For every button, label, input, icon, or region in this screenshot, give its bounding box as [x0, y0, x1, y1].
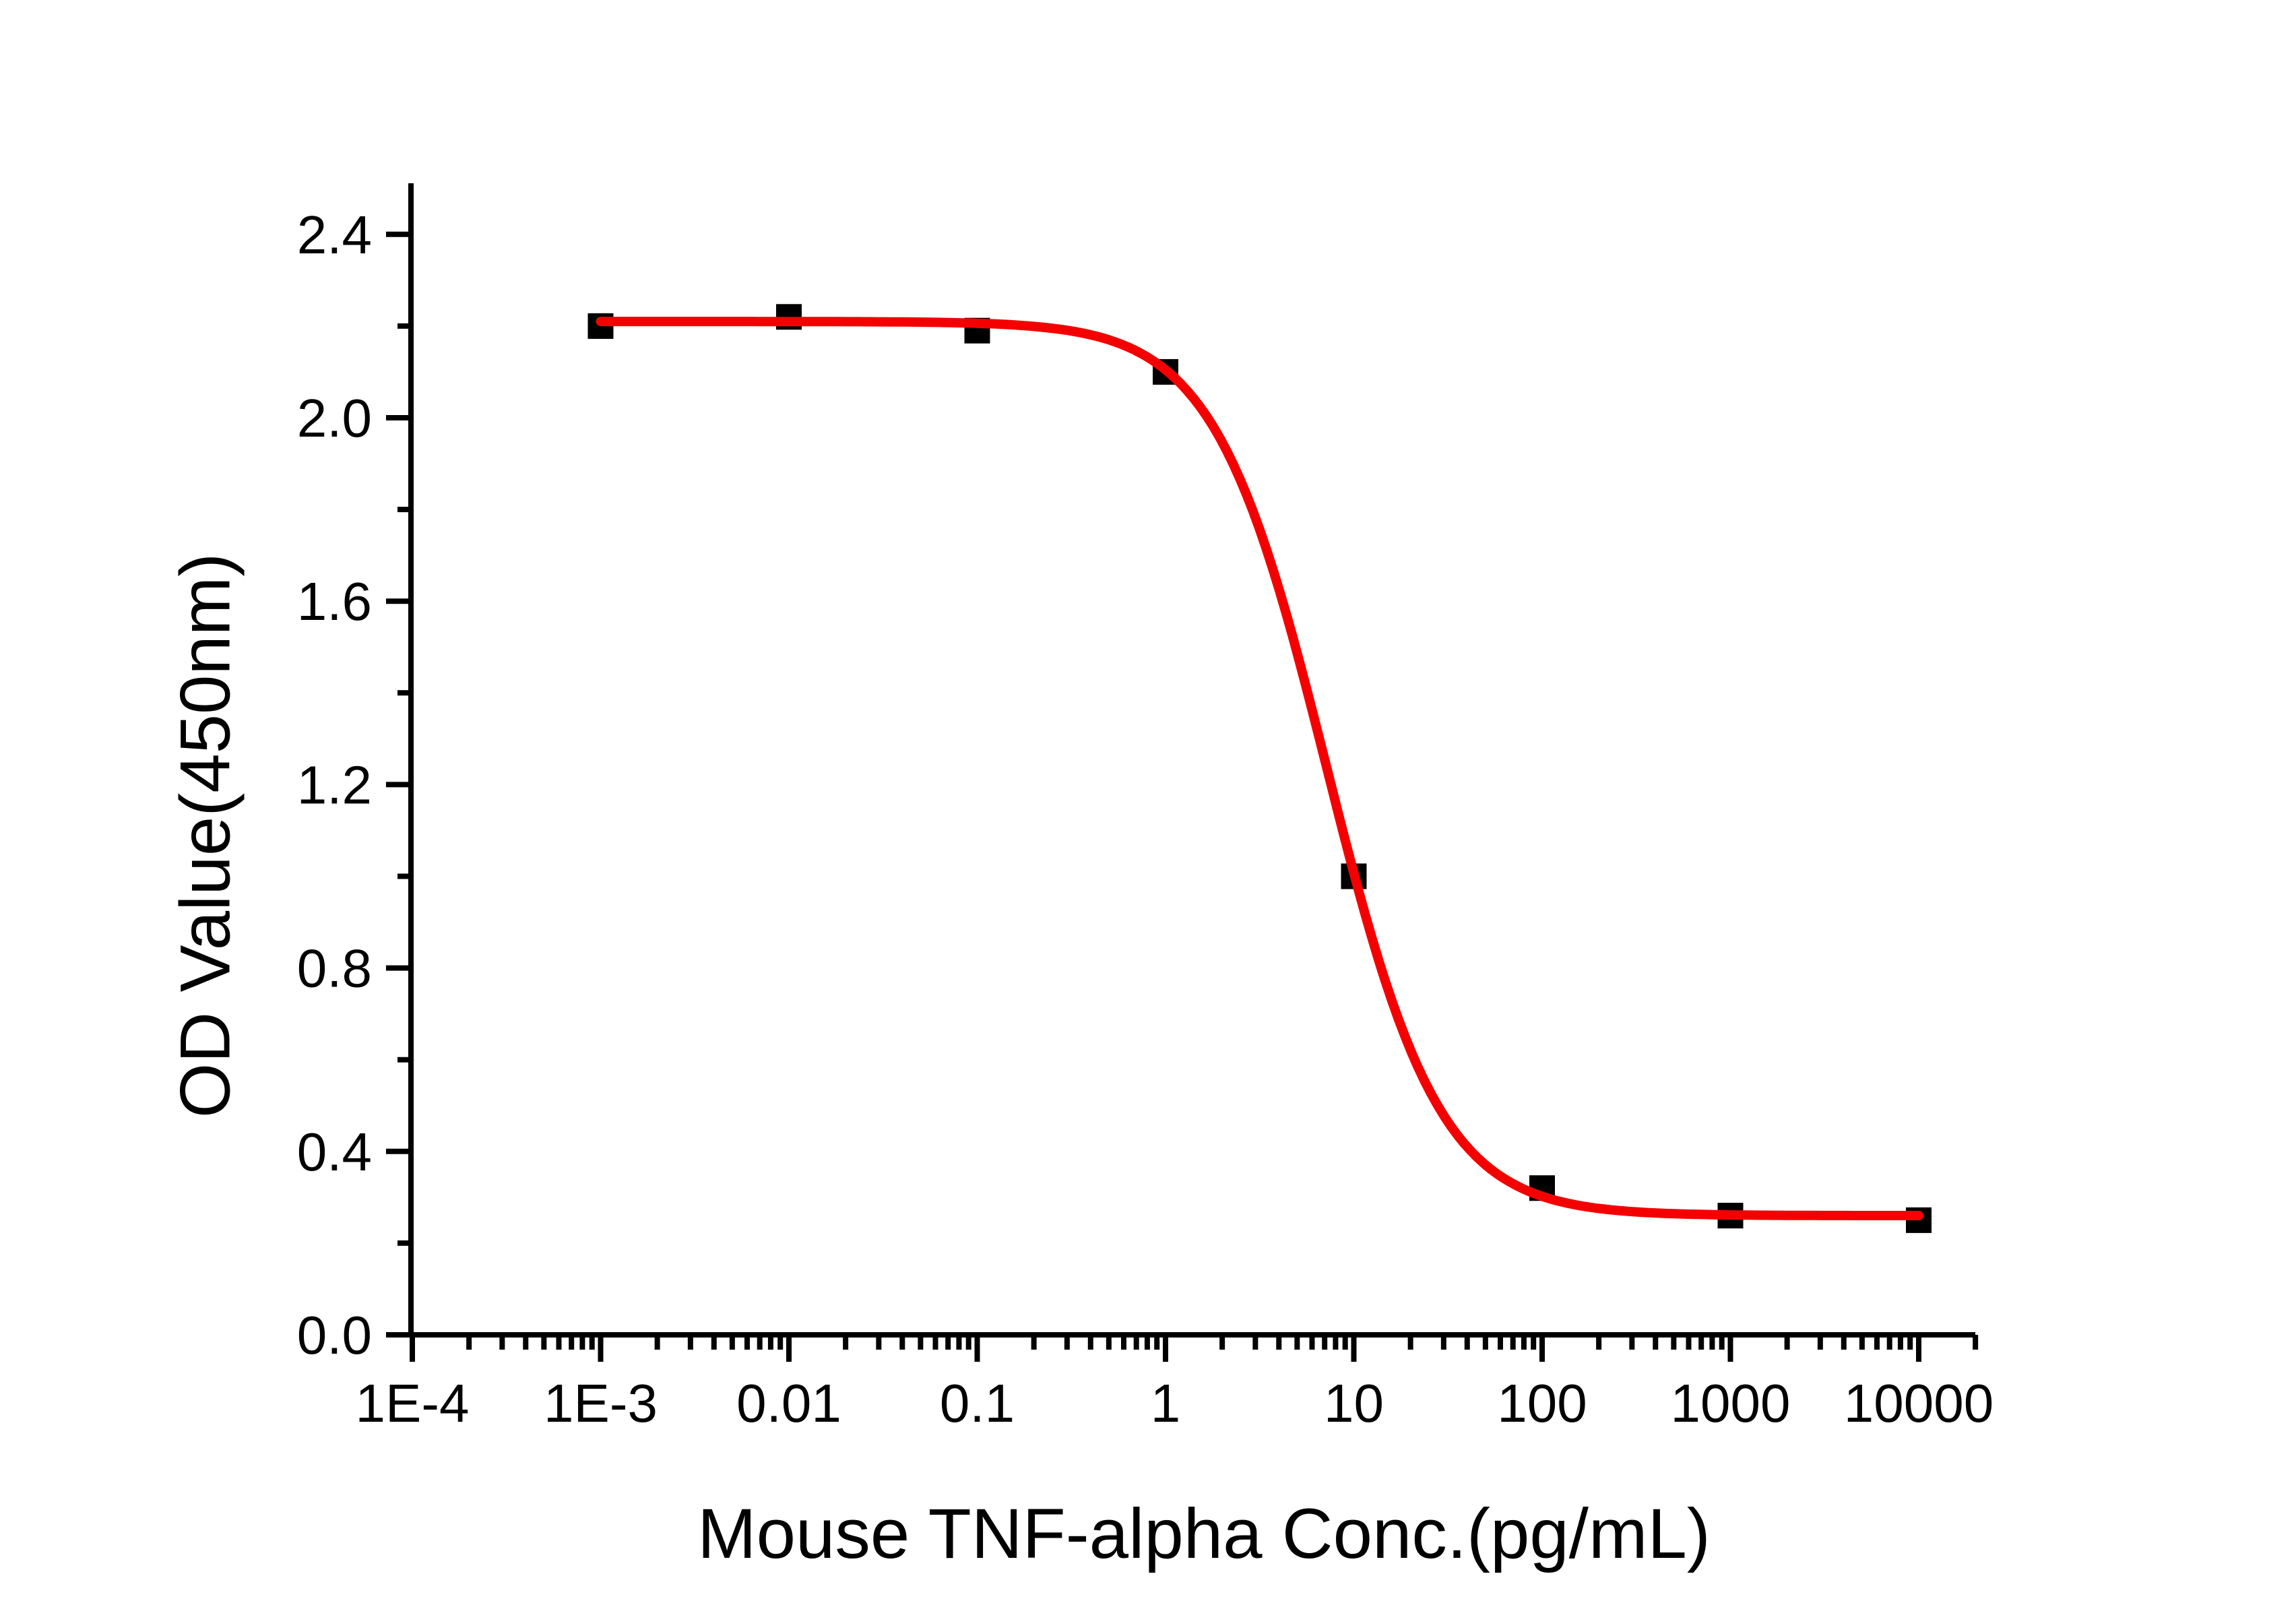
- y-tick-label: 1.2: [297, 755, 372, 815]
- x-tick-label: 1E-4: [356, 1373, 470, 1433]
- y-axis-title: OD Value(450nm): [166, 553, 245, 1118]
- y-tick-label: 0.4: [297, 1122, 372, 1182]
- fit-curve-line: [596, 317, 1923, 1220]
- axes: [408, 183, 1975, 1338]
- x-tick-label: 10: [1324, 1373, 1384, 1433]
- axis-ticks: [386, 231, 1979, 1362]
- x-axis-title: Mouse TNF-alpha Conc.(pg/mL): [697, 1495, 1711, 1573]
- data-points: [587, 304, 1932, 1233]
- x-tick-label: 1E-3: [544, 1373, 658, 1433]
- x-tick-label: 0.01: [736, 1373, 841, 1433]
- y-tick-label: 1.6: [297, 571, 372, 631]
- x-tick-label: 10000: [1844, 1373, 1994, 1433]
- y-tick-label: 2.0: [297, 388, 372, 448]
- x-tick-label: 1000: [1671, 1373, 1791, 1433]
- y-tick-label: 0.0: [297, 1305, 372, 1365]
- fit-curve: [596, 317, 1923, 1220]
- x-tick-label: 100: [1497, 1373, 1587, 1433]
- y-tick-label: 0.8: [297, 939, 372, 999]
- x-tick-label: 1: [1151, 1373, 1181, 1433]
- x-tick-label: 0.1: [940, 1373, 1015, 1433]
- y-tick-label: 2.4: [297, 205, 372, 265]
- axis-tick-labels: 0.0 0.4 0.8 1.2 1.6 2.0 2.4 1E-4 1E-3 0.01 0.1 1 10 1…: [297, 205, 1994, 1433]
